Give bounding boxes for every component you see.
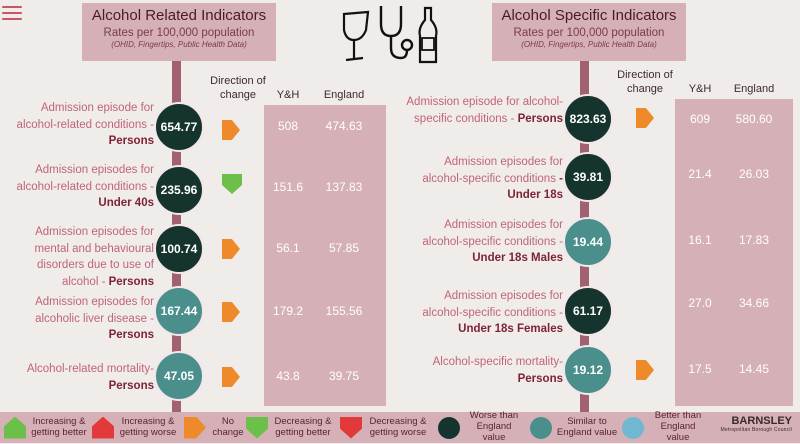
no-change-arrow-icon (222, 239, 240, 259)
right-row-value-circle: 19.12 (563, 345, 613, 395)
left-row-england: 474.63 (325, 119, 363, 133)
left-values-table (264, 105, 386, 406)
right-row-yh: 21.4 (688, 167, 712, 181)
right-source: (OHID, Fingertips, Public Health Data) (521, 40, 657, 49)
legend-item: Similar to England value (530, 412, 618, 443)
right-row-yh: 16.1 (688, 233, 712, 247)
better-dot-icon (622, 416, 644, 439)
left-row-label: Admission episodes for mental and behavi… (34, 226, 154, 289)
stethoscope-icon (379, 6, 414, 60)
wine-glass-icon (342, 10, 370, 62)
legend-item: Better than England value (622, 410, 708, 443)
left-row-england: 137.83 (325, 180, 363, 194)
left-row-value-circle: 167.44 (154, 286, 204, 336)
right-row-yh: 609 (689, 112, 711, 126)
similar-dot-icon (530, 416, 552, 439)
bottle-icon (418, 6, 438, 64)
decreasing-worse-arrow-icon (340, 416, 362, 439)
legend-item: Increasing & getting better (4, 412, 88, 443)
right-row-label: Alcohol-specific mortality- Persons (432, 356, 563, 385)
increasing-better-arrow-icon (4, 416, 26, 439)
right-header: Alcohol Specific Indicators Rates per 10… (492, 3, 686, 61)
left-row-value-circle: 47.05 (154, 351, 204, 401)
decreasing-better-arrow-icon (246, 416, 268, 439)
legend-item: Worse than England value (438, 410, 524, 443)
right-row-england: 34.66 (738, 296, 770, 310)
legend-bar: Increasing & getting better Increasing &… (0, 410, 800, 443)
decreasing-better-arrow-icon (222, 174, 242, 194)
increasing-worse-arrow-icon (92, 416, 114, 439)
no-change-arrow-icon (184, 416, 206, 439)
left-row-label: Admission episodes for alcohol-related c… (16, 164, 154, 210)
left-row-label: Admission episodes for alcoholic liver d… (35, 296, 154, 342)
left-title: Alcohol Related Indicators (91, 7, 267, 24)
right-row-label: Admission episodes for alcohol-specific … (422, 156, 563, 202)
left-direction-header: Direction of change (210, 75, 266, 101)
left-row-value-circle: 100.74 (154, 224, 204, 274)
left-row-value-circle: 235.96 (154, 165, 204, 215)
right-row-yh: 17.5 (688, 362, 712, 376)
left-subtitle: Rates per 100,000 population (103, 27, 255, 39)
left-row-england: 39.75 (328, 369, 360, 383)
brand-logo: BARNSLEY Metropolitan Borough Council (720, 415, 792, 433)
right-row-value-circle: 19.44 (563, 217, 613, 267)
left-source: (OHID, Fingertips, Public Health Data) (111, 40, 247, 49)
right-row-label: Admission episode for alcohol-specific c… (406, 96, 563, 125)
right-row-value-circle: 61.17 (563, 286, 613, 336)
no-change-arrow-icon (636, 360, 654, 380)
right-row-label: Admission episodes for alcohol-specific … (422, 290, 563, 336)
right-yh-header: Y&H (688, 83, 712, 95)
right-row-england: 14.45 (738, 362, 770, 376)
menu-icon[interactable] (2, 6, 22, 22)
left-row-value-circle: 654.77 (154, 102, 204, 152)
no-change-arrow-icon (222, 367, 240, 387)
left-row-yh: 508 (277, 119, 299, 133)
right-subtitle: Rates per 100,000 population (513, 27, 665, 39)
left-row-label: Alcohol-related mortality- Persons (26, 363, 154, 392)
left-row-yh: 179.2 (272, 304, 304, 318)
left-row-yh: 56.1 (276, 241, 300, 255)
right-direction-header: Direction of change (617, 69, 673, 95)
right-row-england: 17.83 (738, 233, 770, 247)
left-row-england: 155.56 (325, 304, 363, 318)
legend-item: Increasing & getting worse (92, 412, 178, 443)
left-england-header: England (323, 89, 365, 101)
left-header: Alcohol Related Indicators Rates per 100… (82, 3, 276, 61)
right-row-england: 580.60 (735, 112, 773, 126)
right-values-table (675, 99, 793, 406)
right-title: Alcohol Specific Indicators (501, 7, 677, 24)
right-england-header: England (733, 83, 775, 95)
no-change-arrow-icon (222, 120, 240, 140)
no-change-arrow-icon (222, 302, 240, 322)
right-row-value-circle: 823.63 (563, 94, 613, 144)
legend-item: No change (184, 412, 246, 443)
left-row-yh: 151.6 (272, 180, 304, 194)
right-row-value-circle: 39.81 (563, 152, 613, 202)
worse-dot-icon (438, 416, 460, 439)
no-change-arrow-icon (636, 108, 654, 128)
right-row-label: Admission episodes for alcohol-specific … (422, 219, 563, 265)
left-row-yh: 43.8 (276, 369, 300, 383)
left-row-england: 57.85 (328, 241, 360, 255)
legend-item: Decreasing & getting worse (340, 412, 430, 443)
right-row-yh: 27.0 (688, 296, 712, 310)
legend-item: Decreasing & getting better (246, 412, 334, 443)
right-row-england: 26.03 (738, 167, 770, 181)
left-row-label: Admission episode for alcohol-related co… (16, 102, 154, 148)
left-yh-header: Y&H (276, 89, 300, 101)
